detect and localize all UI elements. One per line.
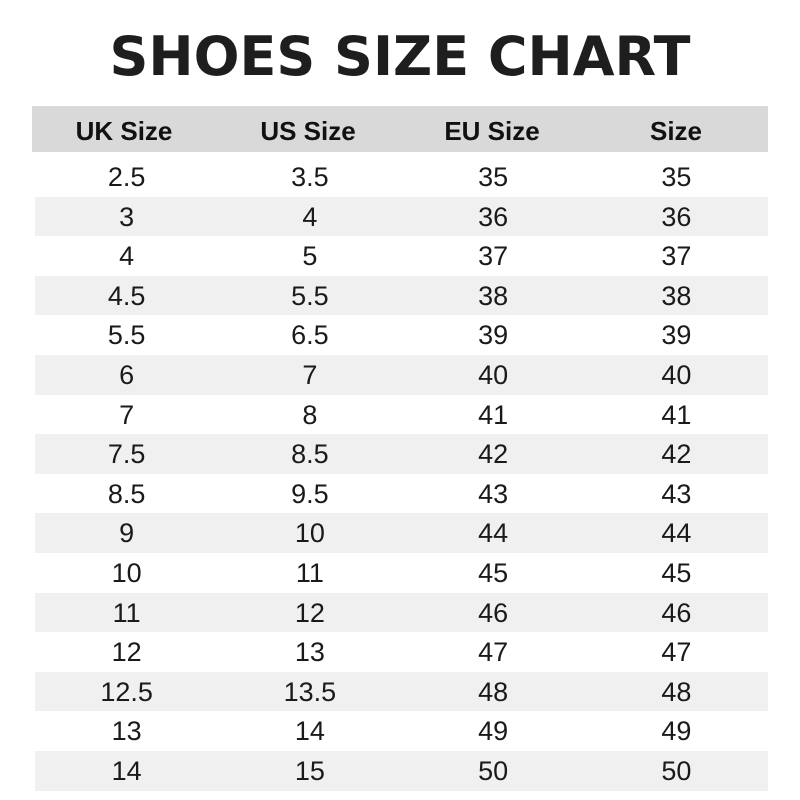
- cell-uk: 2.5: [107, 162, 146, 192]
- column-header-us: US Size: [260, 116, 356, 146]
- cell-uk: 7.5: [107, 439, 146, 470]
- cell-eu: 43: [478, 478, 509, 509]
- cell-eu: 41: [478, 399, 509, 430]
- table-row: 2.5 3.5 35 35: [35, 157, 768, 197]
- cell-eu: 50: [478, 755, 509, 786]
- cell-us: 8.5: [291, 439, 329, 470]
- cell-us: 14: [294, 716, 325, 747]
- cell-size: 48: [661, 676, 692, 707]
- table-row: 9 10 44 44: [35, 513, 768, 553]
- cell-size: 42: [661, 439, 692, 470]
- cell-uk: 11: [112, 597, 141, 628]
- cell-size: 46: [661, 597, 692, 628]
- cell-size: 37: [661, 241, 692, 272]
- cell-eu: 38: [478, 280, 509, 311]
- cell-eu: 36: [478, 201, 509, 232]
- cell-size: 39: [661, 320, 692, 351]
- table-row: 12.5 13.5 48 48: [35, 671, 768, 712]
- table-row: 4.5 5.5 38 38: [35, 275, 768, 316]
- table-row: 11 12 46 46: [35, 592, 768, 633]
- table-header: UK Size US Size EU Size Size: [32, 106, 768, 152]
- column-header-eu: EU Size: [444, 116, 540, 146]
- cell-us: 13: [294, 637, 325, 668]
- table-body: 2.5 3.5 35 35 3 4 36 36 4 5 37 37 4.5 5.5 38 38 5.5 6.5 39…: [35, 157, 768, 791]
- cell-eu: 46: [478, 597, 509, 628]
- cell-size: 35: [661, 162, 692, 192]
- cell-us: 7: [302, 359, 318, 390]
- cell-eu: 47: [478, 637, 509, 668]
- cell-us: 10: [294, 518, 325, 549]
- column-header-size: Size: [649, 116, 703, 146]
- table-row: 6 7 40 40: [35, 354, 768, 395]
- cell-us: 15: [294, 755, 325, 786]
- cell-uk: 14: [111, 755, 142, 786]
- cell-eu: 48: [478, 676, 509, 707]
- cell-size: 44: [661, 518, 692, 549]
- cell-us: 12: [294, 597, 325, 628]
- cell-size: 47: [661, 637, 692, 668]
- cell-size: 41: [661, 399, 692, 430]
- column-header-uk: UK Size: [75, 116, 173, 146]
- cell-uk: 12.5: [100, 676, 153, 707]
- cell-uk: 13: [111, 716, 142, 747]
- table-row: 5.5 6.5 39 39: [35, 315, 768, 355]
- cell-uk: 4: [119, 241, 135, 272]
- cell-us: 11: [295, 557, 324, 588]
- cell-us: 5.5: [291, 280, 329, 311]
- cell-us: 3.5: [291, 162, 329, 192]
- cell-size: 50: [661, 755, 692, 786]
- table-row: 10 11 45 45: [35, 553, 768, 593]
- cell-us: 8: [302, 399, 318, 430]
- cell-size: 43: [661, 478, 692, 509]
- cell-eu: 45: [478, 557, 509, 588]
- cell-uk: 12: [111, 637, 142, 668]
- cell-eu: 35: [478, 162, 509, 192]
- cell-size: 38: [661, 280, 692, 311]
- cell-size: 49: [661, 716, 692, 747]
- cell-uk: 8.5: [107, 478, 146, 509]
- cell-uk: 6: [119, 359, 135, 390]
- cell-uk: 9: [119, 518, 135, 549]
- cell-us: 13.5: [283, 676, 337, 707]
- cell-eu: 49: [478, 716, 509, 747]
- table-row: 7 8 41 41: [35, 395, 768, 435]
- table-row: 12 13 47 47: [35, 632, 768, 672]
- cell-uk: 5.5: [107, 320, 146, 351]
- cell-uk: 7: [119, 399, 135, 430]
- cell-eu: 42: [478, 439, 509, 470]
- cell-us: 5: [302, 241, 318, 272]
- table-row: 13 14 49 49: [35, 711, 768, 751]
- cell-us: 4: [302, 201, 318, 232]
- table-row: 3 4 36 36: [35, 196, 768, 237]
- cell-uk: 10: [111, 557, 142, 588]
- cell-uk: 3: [119, 201, 135, 232]
- table-row: 4 5 37 37: [35, 236, 768, 276]
- cell-eu: 37: [478, 241, 509, 272]
- cell-us: 9.5: [291, 478, 329, 509]
- table-row: 8.5 9.5 43 43: [35, 474, 768, 514]
- cell-size: 40: [661, 359, 692, 390]
- cell-size: 45: [661, 557, 692, 588]
- cell-eu: 40: [478, 359, 509, 390]
- cell-size: 36: [661, 201, 692, 232]
- cell-uk: 4.5: [107, 280, 146, 311]
- cell-us: 6.5: [291, 320, 329, 351]
- table-row: 14 15 50 50: [35, 750, 768, 791]
- page-title: SHOES SIZE CHART: [109, 25, 691, 88]
- cell-eu: 44: [478, 518, 509, 549]
- table-row: 7.5 8.5 42 42: [35, 434, 768, 474]
- cell-eu: 39: [478, 320, 509, 351]
